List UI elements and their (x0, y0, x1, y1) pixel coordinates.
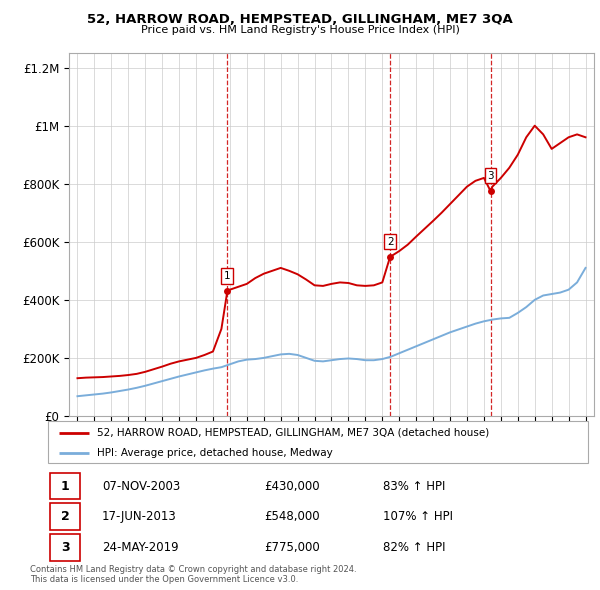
Text: £430,000: £430,000 (264, 480, 320, 493)
FancyBboxPatch shape (50, 535, 80, 560)
Text: Contains HM Land Registry data © Crown copyright and database right 2024.
This d: Contains HM Land Registry data © Crown c… (30, 565, 356, 584)
Text: 3: 3 (61, 541, 70, 554)
Text: 82% ↑ HPI: 82% ↑ HPI (383, 541, 445, 554)
Text: 24-MAY-2019: 24-MAY-2019 (102, 541, 179, 554)
Text: Price paid vs. HM Land Registry's House Price Index (HPI): Price paid vs. HM Land Registry's House … (140, 25, 460, 35)
FancyBboxPatch shape (48, 421, 588, 463)
FancyBboxPatch shape (50, 473, 80, 499)
Text: 07-NOV-2003: 07-NOV-2003 (102, 480, 180, 493)
Text: £775,000: £775,000 (264, 541, 320, 554)
Text: 3: 3 (487, 171, 494, 181)
Text: HPI: Average price, detached house, Medway: HPI: Average price, detached house, Medw… (97, 448, 332, 457)
Text: 52, HARROW ROAD, HEMPSTEAD, GILLINGHAM, ME7 3QA (detached house): 52, HARROW ROAD, HEMPSTEAD, GILLINGHAM, … (97, 428, 489, 438)
Text: 2: 2 (387, 237, 394, 247)
Text: 1: 1 (61, 480, 70, 493)
Text: 2: 2 (61, 510, 70, 523)
FancyBboxPatch shape (50, 503, 80, 530)
Text: 17-JUN-2013: 17-JUN-2013 (102, 510, 177, 523)
Text: 107% ↑ HPI: 107% ↑ HPI (383, 510, 453, 523)
Text: 52, HARROW ROAD, HEMPSTEAD, GILLINGHAM, ME7 3QA: 52, HARROW ROAD, HEMPSTEAD, GILLINGHAM, … (87, 13, 513, 26)
Text: 83% ↑ HPI: 83% ↑ HPI (383, 480, 445, 493)
Text: 1: 1 (224, 271, 230, 281)
Text: £548,000: £548,000 (264, 510, 320, 523)
